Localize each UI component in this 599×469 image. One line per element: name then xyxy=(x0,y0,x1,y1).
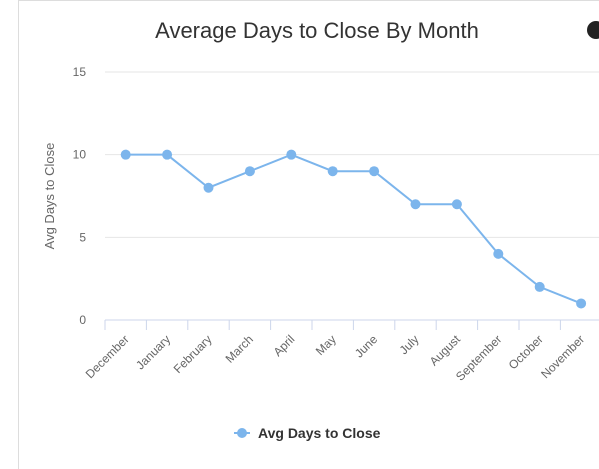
chart-frame xyxy=(18,0,599,469)
chart-title: Average Days to Close By Month xyxy=(155,18,479,43)
legend-label: Avg Days to Close xyxy=(258,425,381,441)
data-point xyxy=(493,248,504,259)
data-point xyxy=(451,199,462,210)
data-point xyxy=(327,166,338,177)
data-point xyxy=(244,166,255,177)
y-tick-label: 0 xyxy=(79,313,86,327)
data-point xyxy=(534,281,545,292)
data-point xyxy=(286,149,297,160)
y-axis-label: Avg Days to Close xyxy=(42,143,57,250)
y-tick-label: 10 xyxy=(73,148,87,162)
data-point xyxy=(203,182,214,193)
data-point xyxy=(162,149,173,160)
y-tick-label: 5 xyxy=(79,230,86,244)
legend-marker xyxy=(237,428,247,438)
data-point xyxy=(369,166,380,177)
menu-icon[interactable] xyxy=(587,21,599,39)
data-point xyxy=(120,149,131,160)
data-point xyxy=(410,199,421,210)
data-point xyxy=(576,298,587,309)
series-line xyxy=(125,153,582,305)
y-tick-label: 15 xyxy=(73,65,87,79)
